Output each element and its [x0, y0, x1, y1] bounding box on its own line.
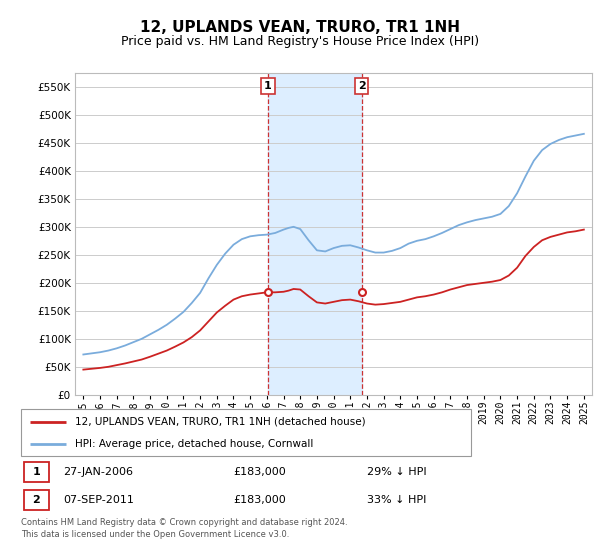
Text: 07-SEP-2011: 07-SEP-2011 [63, 494, 134, 505]
Text: 1: 1 [264, 81, 272, 91]
Text: £183,000: £183,000 [233, 467, 286, 477]
Bar [268, 73, 362, 395]
Text: HPI: Average price, detached house, Cornwall: HPI: Average price, detached house, Corn… [75, 438, 313, 449]
Bar [24, 489, 49, 510]
Text: 33% ↓ HPI: 33% ↓ HPI [367, 494, 427, 505]
Text: 1: 1 [32, 467, 40, 477]
Text: 29% ↓ HPI: 29% ↓ HPI [367, 467, 427, 477]
Text: 12, UPLANDS VEAN, TRURO, TR1 1NH (detached house): 12, UPLANDS VEAN, TRURO, TR1 1NH (detach… [75, 417, 365, 427]
Text: 2: 2 [358, 81, 365, 91]
Bar [24, 462, 49, 482]
Text: Contains HM Land Registry data © Crown copyright and database right 2024.
This d: Contains HM Land Registry data © Crown c… [21, 518, 347, 539]
Text: 12, UPLANDS VEAN, TRURO, TR1 1NH: 12, UPLANDS VEAN, TRURO, TR1 1NH [140, 20, 460, 35]
Text: £183,000: £183,000 [233, 494, 286, 505]
Text: 27-JAN-2006: 27-JAN-2006 [63, 467, 133, 477]
Text: Price paid vs. HM Land Registry's House Price Index (HPI): Price paid vs. HM Land Registry's House … [121, 35, 479, 48]
Text: 2: 2 [32, 494, 40, 505]
